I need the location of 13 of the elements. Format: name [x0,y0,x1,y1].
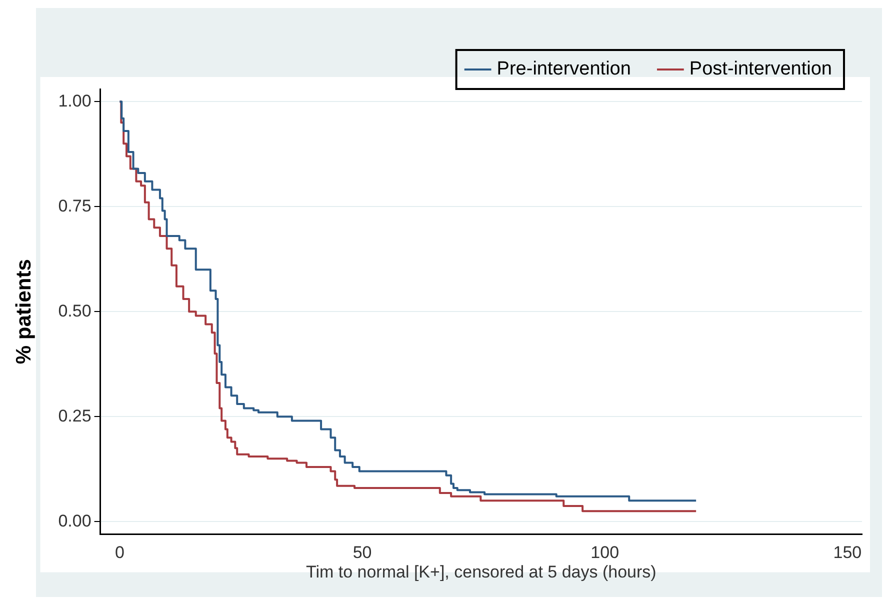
x-tick-label: 50 [352,543,372,562]
x-tick-label: 150 [833,543,862,562]
y-tick-label: 0.75 [58,196,92,216]
legend-label: Pre-intervention [496,58,631,80]
y-tick-label: 0.25 [58,406,92,426]
y-tick-label: 0.00 [58,511,92,530]
y-axis-title: % patients [12,259,36,364]
legend-label: Post-intervention [689,58,832,80]
y-tick-label: 0.50 [58,301,92,320]
x-axis-title: Tim to normal [K+], censored at 5 days (hours) [306,562,656,582]
y-tick-label: 1.00 [58,91,92,110]
x-tick-label: 0 [114,543,124,562]
x-tick-label: 100 [590,543,620,562]
